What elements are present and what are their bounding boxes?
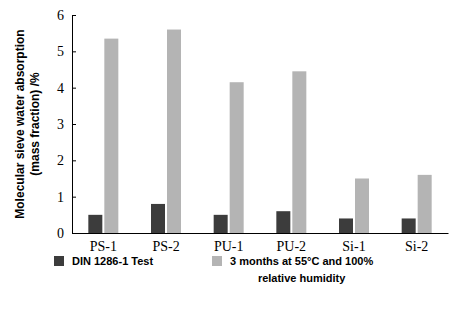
legend-item: 3 months at 55°C and 100%relative humidi… [212, 255, 373, 284]
chart: 0 1 2 3 4 5 6 PS-1 PS-2 PU-1 PU-2 Si-1 Si-2 Molecular… [0, 0, 457, 313]
y-axis-title-line: (mass fraction) /% [28, 72, 42, 176]
y-tick-mark [72, 15, 76, 16]
bar [418, 175, 432, 233]
bar [276, 211, 290, 233]
legend: DIN 1286-1 Test 3 months at 55°C and 100%… [54, 255, 373, 284]
y-tick-label: 4 [57, 81, 64, 96]
bar [214, 215, 228, 233]
x-tick: PU-1 [214, 233, 244, 254]
y-tick-mark [72, 124, 76, 125]
x-tick-label: PS-1 [90, 239, 117, 254]
x-axis-line [73, 233, 449, 234]
y-tick-mark [72, 51, 76, 52]
y-tick-label: 1 [57, 190, 64, 205]
legend-label: 3 months at 55°C and 100%relative humidi… [230, 255, 373, 284]
bar [104, 39, 118, 233]
x-tick-label: PS-2 [152, 239, 179, 254]
y-tick: 1 [57, 190, 76, 205]
y-axis-line [73, 16, 77, 234]
y-tick-label: 0 [57, 226, 64, 241]
x-tick: PS-1 [90, 233, 117, 254]
y-axis: 0 1 2 3 4 5 6 [57, 8, 76, 241]
plot: 0 1 2 3 4 5 6 PS-1 PS-2 PU-1 PU-2 Si-1 Si-2 [57, 8, 449, 254]
x-tick: PU-2 [277, 233, 307, 254]
legend-item: DIN 1286-1 Test [54, 255, 153, 267]
x-tick: Si-2 [405, 233, 428, 254]
y-tick-label: 5 [57, 44, 64, 59]
bar [88, 215, 102, 233]
bar [292, 71, 306, 233]
y-tick: 6 [57, 8, 76, 23]
y-tick-mark [72, 160, 76, 161]
y-tick: 5 [57, 44, 76, 59]
y-tick-label: 3 [57, 117, 64, 132]
x-tick-label: PU-1 [214, 239, 244, 254]
y-tick: 4 [57, 81, 76, 96]
bar [339, 218, 353, 233]
y-axis-title: Molecular sieve water absorption(mass fr… [13, 29, 42, 218]
y-tick: 2 [57, 153, 76, 168]
legend-swatch [54, 256, 64, 266]
legend-label: DIN 1286-1 Test [72, 255, 153, 267]
x-axis: PS-1 PS-2 PU-1 PU-2 Si-1 Si-2 [73, 233, 449, 254]
y-tick-label: 6 [57, 8, 64, 23]
y-tick: 3 [57, 117, 76, 132]
x-tick-label: Si-2 [405, 239, 428, 254]
bar [167, 30, 181, 233]
x-tick-label: Si-1 [342, 239, 365, 254]
bar [230, 82, 244, 233]
y-axis-title-line: Molecular sieve water absorption [13, 29, 27, 218]
x-tick: Si-1 [342, 233, 365, 254]
y-tick-label: 2 [57, 153, 64, 168]
bars [88, 30, 431, 233]
bar [402, 218, 416, 233]
x-tick: PS-2 [152, 233, 179, 254]
legend-swatch [212, 256, 222, 266]
y-tick-mark [72, 88, 76, 89]
x-tick-label: PU-2 [277, 239, 307, 254]
series [104, 30, 431, 233]
bar [355, 179, 369, 234]
bar [151, 204, 165, 233]
y-tick-mark [72, 197, 76, 198]
